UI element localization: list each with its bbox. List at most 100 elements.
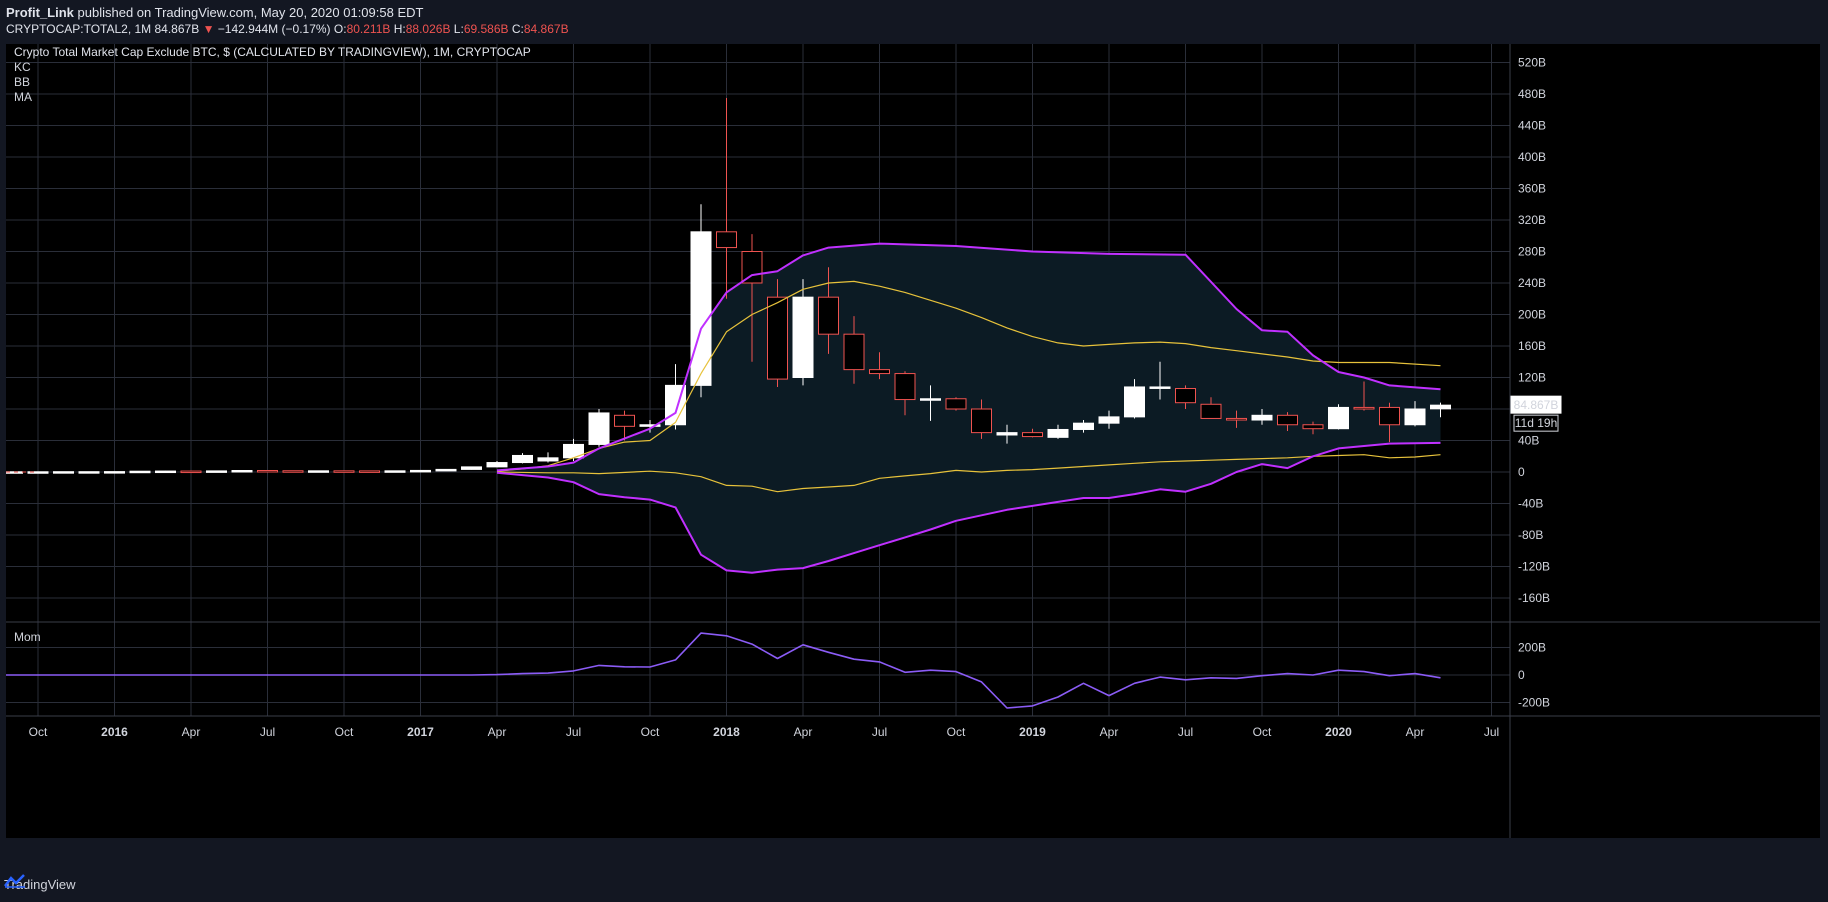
kc-lower-line <box>496 441 1441 574</box>
published-text: published on TradingView.com, May 20, 20… <box>77 5 424 20</box>
candle-body-down <box>257 470 278 473</box>
low-label: L: <box>453 22 464 36</box>
x-tick-label: Oct <box>29 725 48 739</box>
ma-upper-line <box>496 280 1441 472</box>
momentum-line <box>6 632 1441 709</box>
candle-body-down <box>333 470 355 473</box>
mom-y-tick-label: -200B <box>1518 696 1550 710</box>
y-tick-label: -80B <box>1518 528 1543 542</box>
symbol-summary: CRYPTOCAP:TOTAL2, 1M 84.867B ▼ −142.944M… <box>6 22 569 36</box>
high-value: 88.026B <box>405 22 451 36</box>
candle-body-up <box>384 470 406 473</box>
candle-body-down <box>1022 432 1043 438</box>
candle-body-up <box>792 296 814 378</box>
chart-canvas[interactable]: 520B 480B 440B 400B 360B 320B 280B 240B 200B 160B… <box>6 44 1820 838</box>
x-tick-label: Jul <box>872 725 887 739</box>
candle-body-up <box>1251 414 1273 421</box>
y-tick-label: 400B <box>1518 150 1546 164</box>
candle-body-up <box>231 470 253 473</box>
x-tick-label: Apr <box>182 725 201 739</box>
y-tick-label: -160B <box>1518 591 1550 605</box>
candle-body-up <box>537 457 559 462</box>
candle-body-up <box>512 454 533 464</box>
high-label: H: <box>393 22 406 36</box>
y-tick-label: -120B <box>1518 560 1550 574</box>
x-tick-label: Jul <box>566 725 581 739</box>
y-tick-label: 120B <box>1518 371 1546 385</box>
x-tick-label: Oct <box>947 725 966 739</box>
momentum-label: Mom <box>14 630 41 644</box>
price-change: −142.944M (−0.17%) <box>217 22 331 36</box>
candle-body-down <box>971 408 992 434</box>
candle-body-down <box>180 470 202 474</box>
x-tick-label: Jul <box>1178 725 1193 739</box>
y-tick-label: 200B <box>1518 308 1546 322</box>
y-tick-label: 280B <box>1518 245 1546 259</box>
candle-body-down <box>1200 403 1222 419</box>
y-tick-label: 520B <box>1518 56 1546 70</box>
chart-container[interactable]: 520B 480B 440B 400B 360B 320B 280B 240B 200B 160B… <box>6 44 1820 838</box>
candle-body-down <box>945 398 967 410</box>
y-tick-label: -40B <box>1518 497 1543 511</box>
footer: TradingView <box>4 874 76 894</box>
x-tick-label: 2019 <box>1019 725 1046 739</box>
last-price: 84.867B <box>154 22 200 36</box>
x-tick-label: Apr <box>1100 725 1119 739</box>
candle-body-up <box>1149 386 1171 389</box>
x-tick-label: Oct <box>335 725 354 739</box>
symbol-label: CRYPTOCAP:TOTAL2, 1M <box>6 22 152 36</box>
indicator-label-bb: BB <box>14 75 30 89</box>
open-value: 80.211B <box>346 22 391 36</box>
candle-body-up <box>996 432 1018 436</box>
candle-body-down <box>818 296 839 335</box>
candle-body-up <box>1098 416 1120 424</box>
x-tick-label: Oct <box>1253 725 1272 739</box>
y-tick-label: 360B <box>1518 182 1546 196</box>
candle-body-up <box>1404 408 1426 426</box>
y-tick-label: 320B <box>1518 213 1546 227</box>
close-label: C: <box>511 22 524 36</box>
y-tick-label: 480B <box>1518 87 1546 101</box>
price-label-box <box>1510 395 1562 414</box>
candle-body-up <box>1124 386 1145 418</box>
candle-body-up <box>1047 428 1069 438</box>
candle-body-up <box>588 412 610 445</box>
candle-body-up <box>639 424 661 427</box>
chart-title: Crypto Total Market Cap Exclude BTC, $ (… <box>14 45 531 59</box>
x-tick-label: Apr <box>488 725 507 739</box>
candle-body-down <box>1353 406 1375 410</box>
candle-body-up <box>1073 422 1094 430</box>
candle-body-down <box>843 333 865 371</box>
y-tick-label: 440B <box>1518 119 1546 133</box>
x-tick-label: Apr <box>1406 725 1425 739</box>
candle-body-up <box>6 471 23 474</box>
candle-body-up <box>461 466 482 470</box>
y-tick-label: 160B <box>1518 339 1546 353</box>
candle-body-up <box>27 471 49 474</box>
x-tick-label: 2018 <box>713 725 740 739</box>
candle-body-down <box>716 231 737 249</box>
candle-body-up <box>206 470 227 473</box>
tradingview-logo-icon[interactable] <box>4 874 26 888</box>
candle-body-up <box>104 471 125 474</box>
candle-body-up <box>155 470 176 474</box>
band-fill <box>497 243 1441 573</box>
candle-body-up <box>1430 404 1451 410</box>
candle-body-up <box>78 471 100 474</box>
candle-body-up <box>435 468 457 472</box>
x-tick-label: Oct <box>641 725 660 739</box>
close-value: 84.867B <box>523 22 569 36</box>
author-name[interactable]: Profit_Link <box>6 5 74 20</box>
candle-body-down <box>1277 414 1298 426</box>
y-tick-label: 240B <box>1518 276 1546 290</box>
y-tick-label: 0 <box>1518 465 1525 479</box>
candle-body-down <box>869 369 890 375</box>
candle-body-down <box>741 251 763 284</box>
price-label: 84.867B <box>1514 398 1559 412</box>
x-tick-label: 2017 <box>407 725 434 739</box>
candle-body-up <box>1328 406 1349 430</box>
x-tick-label: Jul <box>260 725 275 739</box>
candle-body-down <box>614 414 635 427</box>
down-arrow-icon: ▼ <box>202 22 215 36</box>
candle-body-down <box>1379 406 1400 426</box>
